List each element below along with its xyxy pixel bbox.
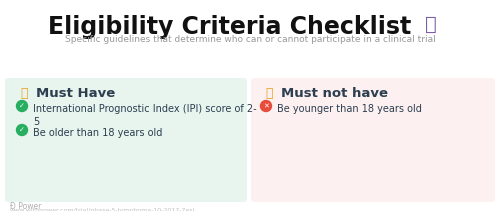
Text: Be younger than 18 years old: Be younger than 18 years old <box>277 104 422 114</box>
Text: Must not have: Must not have <box>281 87 388 100</box>
Text: 👍: 👍 <box>20 87 28 100</box>
Text: Must Have: Must Have <box>36 87 115 100</box>
Text: 👎: 👎 <box>265 87 272 100</box>
Text: www.withpower.com/trial/phase-5-lymphoma-10-2017-7esl: www.withpower.com/trial/phase-5-lymphoma… <box>10 208 195 211</box>
FancyBboxPatch shape <box>5 78 247 202</box>
Circle shape <box>16 100 28 111</box>
Text: International Prognostic Index (IPI) score of 2-
5: International Prognostic Index (IPI) sco… <box>33 104 256 127</box>
Text: Ɖ Power: Ɖ Power <box>10 202 42 211</box>
Circle shape <box>16 124 28 135</box>
Text: 📋: 📋 <box>425 15 437 34</box>
FancyBboxPatch shape <box>251 78 495 202</box>
Text: Be older than 18 years old: Be older than 18 years old <box>33 128 162 138</box>
Text: ✓: ✓ <box>19 127 25 133</box>
Text: ✕: ✕ <box>263 103 269 109</box>
Circle shape <box>260 100 272 111</box>
Text: ✓: ✓ <box>19 103 25 109</box>
Text: Specific guidelines that determine who can or cannot participate in a clinical t: Specific guidelines that determine who c… <box>64 35 436 44</box>
Text: Eligibility Criteria Checklist: Eligibility Criteria Checklist <box>48 15 412 39</box>
